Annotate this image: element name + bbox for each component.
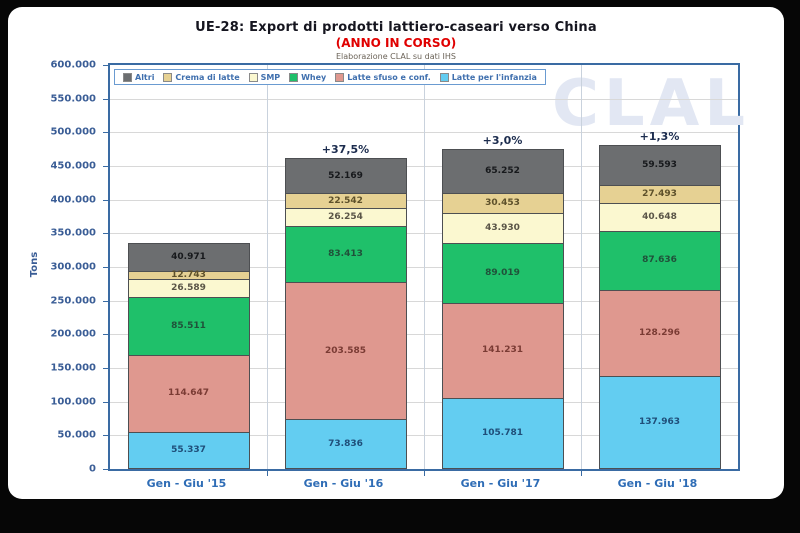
y-tick-label: 300.000 [50, 261, 96, 273]
y-tick-label: 450.000 [50, 160, 96, 172]
legend-label: Latte sfuso e conf. [347, 72, 431, 82]
legend-swatch [439, 72, 449, 82]
bar-segment: 85.511 [127, 297, 250, 355]
y-tick-label: 50.000 [57, 429, 96, 441]
chart-subtitle: (ANNO IN CORSO) [335, 36, 457, 50]
chart-title: UE-28: Export di prodotti lattiero-casea… [195, 20, 597, 35]
growth-percent-label: +1,3% [639, 129, 680, 143]
legend-swatch [335, 72, 345, 82]
y-tick-mark [103, 368, 108, 369]
bar-segment: 40.971 [127, 242, 250, 271]
y-tick-mark [103, 199, 108, 201]
x-tick-mark [424, 471, 425, 476]
y-tick-mark [103, 132, 108, 134]
x-axis-label: Gen - Giu '18 [617, 477, 698, 490]
y-tick-mark [103, 166, 108, 167]
bar-segment: 59.593 [598, 144, 721, 185]
bar-segment: 128.296 [598, 289, 721, 377]
legend-label: Latte per l'infanzia [451, 72, 537, 82]
legend-item: Crema di latte [163, 72, 240, 82]
y-tick-label: 0 [89, 463, 96, 475]
legend-item: Whey [289, 72, 327, 82]
y-tick-mark [103, 334, 108, 336]
bar-group: +37,5% 52.169 22.542 26.254 83.413 203.585 73.… [267, 65, 424, 469]
y-tick-label: 500.000 [50, 126, 96, 138]
legend: Altri Crema di latte SMP Whey Latte sfuso e … [114, 69, 546, 85]
category-separator [581, 65, 582, 469]
growth-percent-label: +3,0% [482, 133, 523, 147]
y-tick-label: 250.000 [50, 295, 96, 307]
y-tick-label: 200.000 [50, 328, 96, 340]
y-tick-label: 150.000 [50, 362, 96, 374]
bar-stack: 52.169 22.542 26.254 83.413 203.585 73.836 [284, 158, 407, 469]
bar-segment: 22.542 [284, 193, 407, 209]
legend-label: Crema di latte [175, 72, 240, 82]
legend-item: Latte sfuso e conf. [335, 72, 431, 82]
y-tick-label: 100.000 [50, 396, 96, 408]
bar-stack: 65.252 30.453 43.930 89.019 141.231 105.781 [441, 148, 564, 469]
clal-watermark: CLAL [551, 67, 750, 141]
bar-segment: 26.589 [127, 279, 250, 297]
bar-group: 40.971 12.743 26.589 85.511 114.647 55.337 [110, 65, 267, 469]
bar-segment: 52.169 [284, 158, 407, 194]
bar-segment: 30.453 [441, 192, 564, 214]
plot-area: CLAL 40.971 12.743 26.589 85.511 114.647 55.3… [103, 63, 745, 476]
category-separator [424, 65, 425, 469]
bar-group: +3,0% 65.252 30.453 43.930 89.019 141.231 105.… [424, 65, 581, 469]
growth-percent-label: +37,5% [321, 143, 370, 157]
bar-segment: 73.836 [284, 419, 407, 469]
legend-label: Altri [135, 72, 155, 82]
bar-segment: 26.254 [284, 208, 407, 227]
legend-label: SMP [260, 72, 281, 82]
legend-swatch [289, 72, 299, 82]
chart-source-note: Elaborazione CLAL su dati IHS [335, 52, 456, 61]
bar-segment: 65.252 [441, 148, 564, 193]
bar-segment: 40.648 [598, 203, 721, 231]
y-tick-mark [103, 435, 108, 437]
bar-segment: 27.493 [598, 184, 721, 204]
legend-swatch [163, 72, 173, 82]
x-axis-label: Gen - Giu '17 [460, 477, 541, 490]
bar-segment: 203.585 [284, 282, 407, 420]
bar-segment: 55.337 [127, 431, 250, 469]
y-tick-label: 350.000 [50, 227, 96, 239]
y-tick-label: 400.000 [50, 194, 96, 206]
y-axis: 0 50.000 100.000 150.000 200.000 250.000 300.0… [8, 59, 106, 475]
y-tick-mark [103, 98, 108, 100]
bar-segment: 83.413 [284, 226, 407, 283]
legend-swatch [248, 72, 258, 82]
bars-layer: 40.971 12.743 26.589 85.511 114.647 55.337 +37… [110, 65, 738, 469]
y-tick-mark [103, 267, 108, 268]
y-tick-mark [103, 300, 108, 302]
bar-segment: 114.647 [127, 354, 250, 432]
y-tick-label: 550.000 [50, 93, 96, 105]
y-tick-mark [103, 65, 108, 66]
x-tick-mark [581, 471, 582, 476]
y-tick-mark [103, 401, 108, 403]
bar-segment: 43.930 [441, 213, 564, 243]
bar-group: +1,3% 59.593 27.493 40.648 87.636 128.296 137.… [581, 65, 738, 469]
bar-segment: 105.781 [441, 397, 564, 469]
legend-item: Altri [123, 72, 155, 82]
y-tick-mark [103, 233, 108, 235]
bar-segment: 89.019 [441, 242, 564, 303]
bar-stack: 59.593 27.493 40.648 87.636 128.296 137.963 [598, 144, 721, 469]
bar-segment: 137.963 [598, 376, 721, 469]
x-tick-mark [267, 471, 268, 476]
bar-segment: 141.231 [441, 302, 564, 398]
legend-item: SMP [248, 72, 281, 82]
chart-card: UE-28: Export di prodotti lattiero-casea… [8, 7, 784, 499]
x-axis-label: Gen - Giu '16 [303, 477, 384, 490]
y-tick-label: 600.000 [50, 59, 96, 71]
legend-item: Latte per l'infanzia [439, 72, 537, 82]
y-tick-mark [103, 469, 108, 470]
bar-segment: 87.636 [598, 230, 721, 290]
legend-swatch [123, 72, 132, 82]
legend-label: Whey [301, 72, 327, 82]
category-separator [267, 65, 268, 469]
bar-segment: 12.743 [127, 270, 250, 279]
x-axis: Gen - Giu '15 Gen - Giu '16 Gen - Giu '17 G… [108, 469, 736, 490]
bar-stack: 40.971 12.743 26.589 85.511 114.647 55.337 [127, 242, 250, 469]
x-axis-label: Gen - Giu '15 [146, 477, 227, 490]
